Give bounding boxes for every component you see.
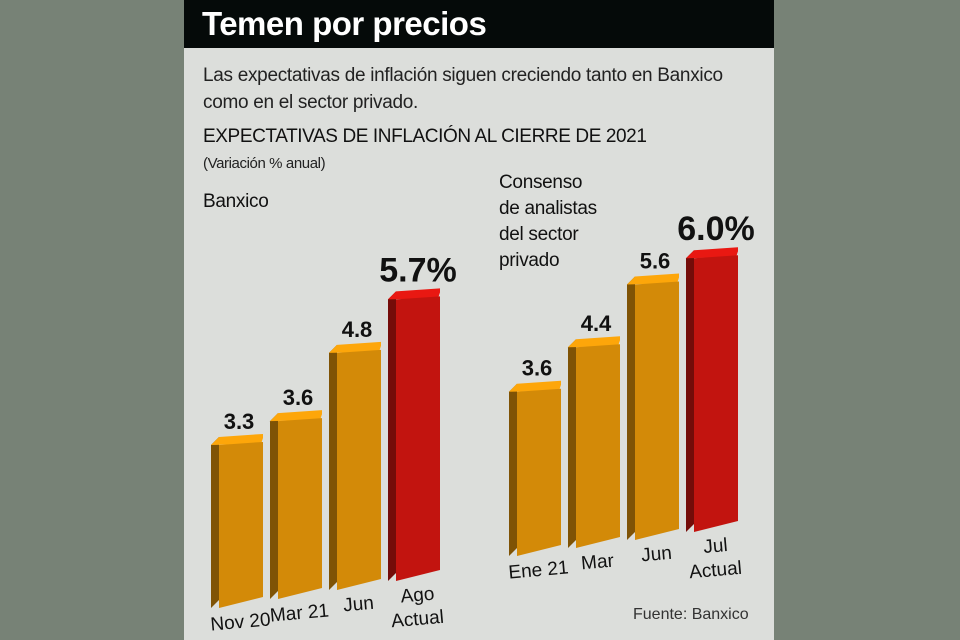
bar-value-label: 5.7% xyxy=(379,251,457,289)
bar-value-label: 3.6 xyxy=(283,385,314,410)
group-label-private-sector: Consenso de analistas del sector privado xyxy=(499,170,597,274)
bar-top xyxy=(509,380,561,392)
bar xyxy=(278,418,322,599)
category-label: Mar 21 xyxy=(269,600,330,626)
header-bar xyxy=(184,0,774,48)
bar xyxy=(576,344,620,548)
bar xyxy=(219,441,263,608)
bar-top xyxy=(627,273,679,285)
bar-side xyxy=(329,344,337,590)
bar-side xyxy=(509,383,517,556)
bar-value-label: 4.8 xyxy=(342,317,373,342)
bar-top xyxy=(270,410,322,422)
bar xyxy=(517,388,561,556)
bar-side xyxy=(388,291,396,581)
bar-top xyxy=(686,247,738,259)
subtitle: Las expectativas de inflación siguen cre… xyxy=(203,65,723,113)
bar xyxy=(635,281,679,540)
category-label: Actual xyxy=(390,607,444,633)
category-label: Ene 21 xyxy=(508,557,570,583)
bar-value-label: 6.0% xyxy=(677,210,755,248)
bar xyxy=(337,349,381,590)
category-label: Jun xyxy=(640,543,672,567)
group-label-line: de analistas xyxy=(499,198,597,219)
group-label-banxico: Banxico xyxy=(203,191,269,212)
bar-top xyxy=(211,433,263,445)
bar-top xyxy=(329,341,381,353)
bar-top xyxy=(388,288,440,300)
category-label: Mar xyxy=(580,551,615,575)
bar-top xyxy=(568,336,620,348)
bar xyxy=(396,296,440,581)
bar-side xyxy=(568,339,576,548)
bar-side xyxy=(270,413,278,599)
category-label: Jun xyxy=(342,593,374,617)
source-note: Fuente: Banxico xyxy=(633,606,749,623)
group-label-line: del sector xyxy=(499,224,579,245)
bar xyxy=(694,255,738,532)
bar-value-label: 5.6 xyxy=(640,248,671,273)
chart-title: EXPECTATIVAS DE INFLACIÓN AL CIERRE DE 2… xyxy=(203,126,647,147)
bar-value-label: 3.3 xyxy=(224,409,255,434)
bar-side xyxy=(627,276,635,540)
group-label-line: Consenso xyxy=(499,172,583,193)
category-label: Actual xyxy=(688,558,742,584)
bar-side xyxy=(686,250,694,532)
category-label: Nov 20 xyxy=(210,609,272,635)
bar-value-label: 4.4 xyxy=(581,311,612,336)
chart-unit: (Variación % anual) xyxy=(203,155,326,172)
page-title: Temen por precios xyxy=(202,5,487,42)
bar-side xyxy=(211,436,219,608)
category-label: Ago xyxy=(400,584,436,608)
category-label: Jul xyxy=(703,535,729,558)
group-label-line: privado xyxy=(499,250,560,271)
bar-value-label: 3.6 xyxy=(522,356,553,381)
